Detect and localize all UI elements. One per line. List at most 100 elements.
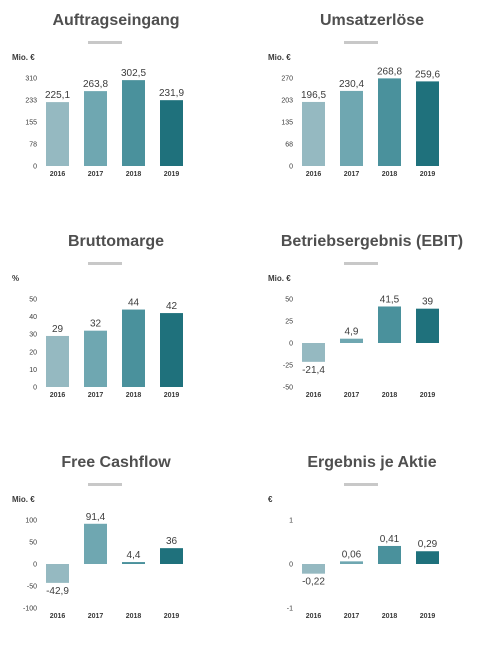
value-label: 44 [128,298,140,309]
y-tick-label: 30 [29,332,37,339]
value-label: -21,4 [302,365,325,376]
category-label: 2016 [50,171,66,178]
y-tick-label: 0 [33,562,37,569]
chart-panel-auftragseingang: Auftragseingang Mio. € 0 78 155 233 310 225,1 2… [0,0,232,200]
chart-title: Betriebsergebnis (EBIT) [280,233,464,250]
value-label: 39 [422,297,434,308]
value-label: 4,9 [345,327,359,338]
title-underline [88,41,122,44]
chart-panel-free-cashflow: Free Cashflow Mio. € -100 -50 0 50 100 -42,9 20… [0,442,232,642]
bar-2017 [340,338,363,343]
bar-2018 [122,80,145,166]
category-label: 2019 [164,171,180,178]
bar-2016 [46,102,69,166]
bar-2016 [46,335,69,387]
category-label: 2018 [382,392,398,399]
value-label: -0,22 [302,577,325,588]
bar-chart-free-cashflow: Mio. € -100 -50 0 50 100 -42,9 2016 91,4 2017 4,4 2… [12,495,183,620]
bar-2019 [416,551,439,564]
bar-2016 [46,564,69,583]
y-tick-label: -100 [23,606,37,613]
y-tick-label: 78 [29,141,37,148]
y-tick-label: 233 [25,97,37,104]
unit-label: Mio. € [12,495,35,504]
bar-2019 [160,548,183,564]
bar-chart-ergebnis-je-aktie: € -1 0 1 -0,22 2016 0,06 2017 0,41 2018 0,29 2019 [268,495,439,620]
bar-2019 [416,308,439,343]
bar-2018 [122,562,145,564]
title-underline [344,262,378,265]
y-tick-label: 50 [285,297,293,304]
chart-title: Ergebnis je Aktie [307,454,437,471]
chart-panel-umsatzerloese: Umsatzerlöse Mio. € 0 68 135 203 270 196,5 2016… [256,0,488,200]
y-tick-label: 50 [29,297,37,304]
y-tick-label: -50 [27,584,37,591]
bar-2018 [378,78,401,166]
value-label: 302,5 [121,68,146,79]
value-label: 4,4 [127,550,141,561]
bar-2018 [378,306,401,343]
y-tick-label: 25 [285,319,293,326]
bar-2016 [302,564,325,574]
y-tick-label: 155 [25,120,37,127]
category-label: 2018 [126,171,142,178]
bar-chart-umsatzerloese: Mio. € 0 68 135 203 270 196,5 2016 230,4 2017 268,… [268,53,440,178]
title-underline [344,483,378,486]
category-label: 2019 [164,392,180,399]
value-label: 41,5 [380,294,400,305]
bar-2017 [84,330,107,387]
value-label: 0,06 [342,549,362,560]
chart-title: Free Cashflow [61,454,171,471]
value-label: 32 [90,319,102,330]
category-label: 2017 [344,171,360,178]
value-label: -42,9 [46,586,69,597]
y-tick-label: 203 [281,97,293,104]
chart-panel-ergebnis-je-aktie: Ergebnis je Aktie € -1 0 1 -0,22 2016 0,06 2017… [256,442,488,642]
chart-panel-ebit: Betriebsergebnis (EBIT) Mio. € -50 -25 0 25 5… [256,221,488,421]
category-label: 2018 [382,171,398,178]
value-label: 0,41 [380,534,400,545]
category-label: 2017 [88,392,104,399]
value-label: 231,9 [159,88,184,99]
y-tick-label: 0 [33,385,37,392]
y-tick-label: 0 [289,341,293,348]
y-tick-label: 40 [29,314,37,321]
title-underline [88,262,122,265]
bar-chart-bruttomarge: % 0 10 20 30 40 50 29 2016 32 2017 44 2018 42 2019 [12,274,183,399]
value-label: 259,6 [415,69,440,80]
y-tick-label: 50 [29,540,37,547]
unit-label: % [12,274,19,283]
chart-title: Auftragseingang [52,12,180,29]
value-label: 29 [52,324,64,335]
bar-2018 [378,545,401,564]
chart-title: Bruttomarge [67,233,164,250]
y-tick-label: 135 [281,120,293,127]
y-tick-label: 270 [281,76,293,83]
bar-2017 [340,90,363,166]
category-label: 2016 [306,392,322,399]
value-label: 196,5 [301,90,326,101]
bar-2017 [84,523,107,564]
value-label: 0,29 [418,539,438,550]
y-tick-label: -1 [287,606,293,613]
category-label: 2018 [126,392,142,399]
bar-2016 [302,101,325,166]
y-tick-label: 310 [25,76,37,83]
category-label: 2016 [50,392,66,399]
unit-label: Mio. € [12,53,35,62]
unit-label: € [268,495,273,504]
bar-2019 [416,81,439,166]
category-label: 2019 [420,171,436,178]
value-label: 225,1 [45,90,70,101]
value-label: 230,4 [339,79,364,90]
y-tick-label: -50 [283,385,293,392]
bar-2017 [340,561,363,564]
y-tick-label: -25 [283,363,293,370]
category-label: 2019 [164,613,180,620]
bar-2019 [160,100,183,166]
unit-label: Mio. € [268,53,291,62]
bar-chart-ebit: Mio. € -50 -25 0 25 50 -21,4 2016 4,9 2017 41,5 201… [268,274,439,399]
y-tick-label: 0 [289,164,293,171]
y-tick-label: 100 [25,518,37,525]
category-label: 2017 [344,613,360,620]
